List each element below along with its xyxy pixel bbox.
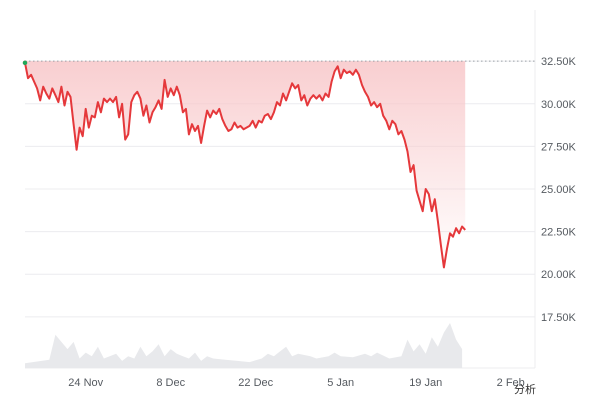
x-tick-label: 8 Dec [156,377,185,389]
price-area [25,61,466,268]
price-fill [25,61,466,268]
y-tick-label: 32.50K [541,56,577,68]
y-tick-label: 30.00K [541,99,577,111]
y-axis-ticks: 17.50K 20.00K 22.50K 25.00K 27.50K 30.00K 32.5… [541,56,577,324]
markers [22,60,28,66]
volume-area [25,323,463,368]
y-tick-label: 20.00K [541,269,577,281]
price-line [24,62,466,269]
x-tick-label: 2 Feb [497,377,525,389]
x-tick-label: 24 Nov [68,377,103,389]
x-tick-label: 22 Dec [238,377,273,389]
price-series-line [24,62,466,269]
volume-shape [25,323,463,368]
x-tick-label: 5 Jan [327,377,354,389]
y-tick-label: 17.50K [541,312,577,324]
x-axis-ticks: 24 Nov 8 Dec 22 Dec 5 Jan 19 Jan 2 Feb [68,377,525,389]
y-tick-label: 22.50K [541,227,577,239]
y-tick-label: 27.50K [541,141,577,153]
peak-point [22,60,28,66]
analytics-link[interactable]: 分析 [514,383,536,396]
x-tick-label: 19 Jan [409,377,442,389]
y-tick-label: 25.00K [541,184,577,196]
